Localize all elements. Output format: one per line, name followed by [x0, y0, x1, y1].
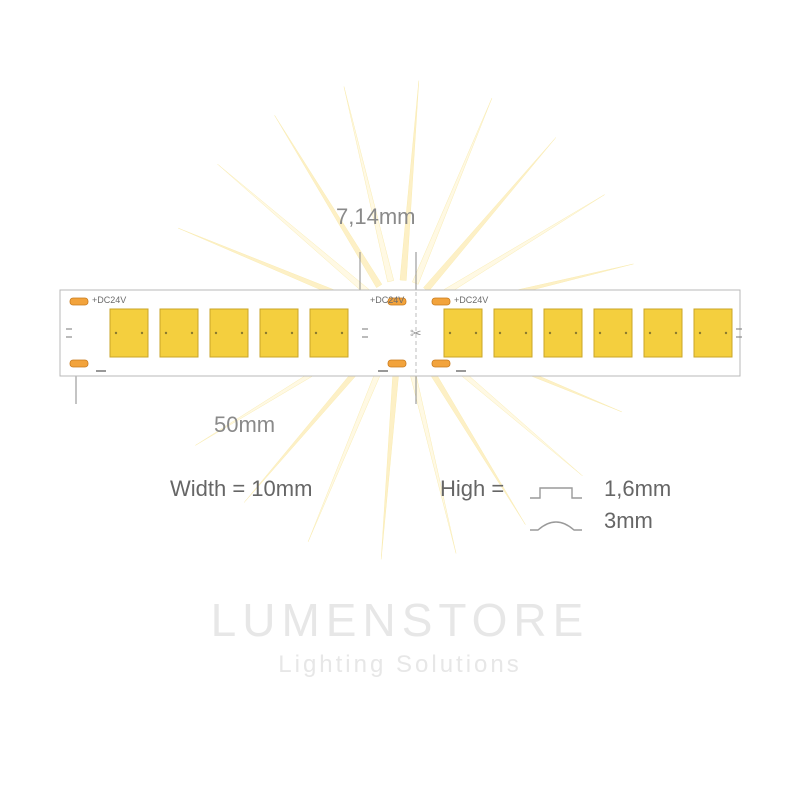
background — [0, 0, 800, 800]
led-chip — [110, 309, 148, 357]
diagram-stage: { "canvas":{"w":800,"h":800,"bg":"#fffff… — [0, 0, 800, 800]
high-label-prefix: High = — [440, 476, 504, 501]
solder-pad — [70, 360, 88, 367]
led-chip — [644, 309, 682, 357]
high-value: 1,6mm — [604, 476, 671, 501]
dc24v-label: +DC24V — [92, 295, 126, 305]
scissors-icon: ✂ — [410, 325, 422, 341]
width-label: Width = 10mm — [170, 476, 312, 501]
led-chip — [160, 309, 198, 357]
dim-seg-label: 50mm — [214, 412, 275, 437]
led-chip — [494, 309, 532, 357]
dc24v-label: +DC24V — [370, 295, 404, 305]
solder-pad — [432, 298, 450, 305]
dim-pitch-label: 7,14mm — [336, 204, 415, 229]
led-strip: +DC24V +DC24V +DC24V ✂ — [60, 290, 742, 376]
watermark-line2: Lighting Solutions — [278, 651, 521, 678]
solder-pad — [388, 360, 406, 367]
solder-pad — [70, 298, 88, 305]
led-chip — [210, 309, 248, 357]
high-value: 3mm — [604, 508, 653, 533]
led-chip — [444, 309, 482, 357]
solder-pad — [432, 360, 450, 367]
led-chip — [594, 309, 632, 357]
watermark-line1: LUMENSTORE — [211, 594, 590, 646]
led-chip — [544, 309, 582, 357]
dc24v-label: +DC24V — [454, 295, 488, 305]
led-chip — [260, 309, 298, 357]
led-chip — [694, 309, 732, 357]
led-chip — [310, 309, 348, 357]
diagram-svg: 7,14mm 50mm +DC24V +DC24V +DC24V ✂ Width = 10m… — [0, 0, 800, 800]
